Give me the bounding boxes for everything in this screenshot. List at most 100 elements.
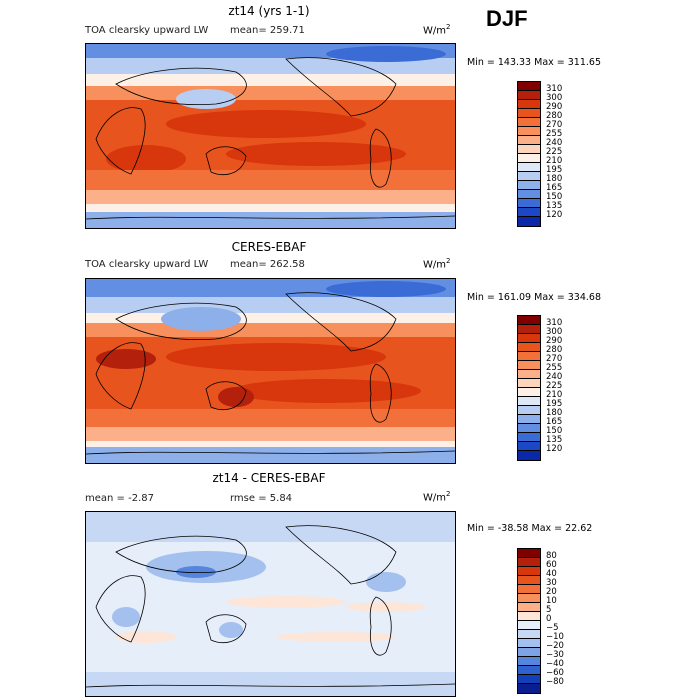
panel3-colorbar-tick-label: −40	[546, 659, 564, 669]
panel1-colorbar-swatch	[518, 91, 540, 100]
panel3-minmax: Min = -38.58 Max = 22.62	[467, 523, 593, 534]
season-label: DJF	[486, 6, 528, 31]
panel2-colorbar	[517, 315, 541, 461]
panel3-rmse: rmse = 5.84	[230, 493, 293, 504]
panel3-colorbar-swatch	[518, 612, 540, 621]
panel3-colorbar-swatch	[518, 666, 540, 675]
panel2-colorbar-swatch	[518, 379, 540, 388]
panel2-colorbar-tick-label: 135	[546, 435, 563, 445]
panel1-colorbar-swatch	[518, 136, 540, 145]
panel3-colorbar-tick-label: −20	[546, 641, 564, 651]
panel1-colorbar-swatch	[518, 208, 540, 217]
panel1-colorbar-swatch	[518, 109, 540, 118]
panel2-colorbar-swatch	[518, 352, 540, 361]
panel1-colorbar-swatch	[518, 163, 540, 172]
panel1-colorbar-tick-label: 195	[546, 165, 563, 175]
panel3-colorbar-swatch	[518, 684, 540, 693]
panel3-map	[85, 511, 456, 697]
panel2-colorbar-tick-label: 180	[546, 408, 563, 418]
panel1-map-svg	[86, 44, 455, 228]
panel2-colorbar-swatch	[518, 325, 540, 334]
panel3-mean: mean = -2.87	[85, 493, 154, 504]
panel2-colorbar-swatch	[518, 334, 540, 343]
panel2-subtitle: TOA clearsky upward LW	[85, 259, 209, 270]
panel2-colorbar-tick-label: 255	[546, 363, 563, 373]
panel1-colorbar-swatch	[518, 100, 540, 109]
panel2-colorbar-tick-label: 300	[546, 327, 563, 337]
panel2-map-svg	[86, 279, 455, 463]
panel3-colorbar-swatch	[518, 549, 540, 558]
panel2-colorbar-swatch	[518, 361, 540, 370]
panel1-colorbar-tick-label: 135	[546, 201, 563, 211]
panel2-title: CERES-EBAF	[231, 240, 307, 254]
panel3-colorbar-tick-label: 0	[546, 614, 552, 624]
panel3-units: W/m2	[423, 490, 451, 504]
panel3-colorbar-swatch	[518, 603, 540, 612]
panel1-colorbar-tick-label: 180	[546, 174, 563, 184]
panel1-colorbar-tick-label: 300	[546, 93, 563, 103]
panel2-units: W/m2	[423, 257, 451, 271]
panel1-colorbar-tick-label: 255	[546, 129, 563, 139]
panel2-colorbar-swatch	[518, 415, 540, 424]
panel3-colorbar-tick-label: −10	[546, 632, 564, 642]
panel3-colorbar	[517, 548, 541, 694]
panel2-map	[85, 278, 456, 464]
panel1-colorbar-swatch	[518, 118, 540, 127]
panel2-colorbar-swatch	[518, 388, 540, 397]
panel2-colorbar-swatch	[518, 343, 540, 352]
panel2-mean: mean= 262.58	[230, 259, 305, 270]
panel3-colorbar-tick-label: 30	[546, 578, 557, 588]
panel3-colorbar-swatch	[518, 675, 540, 684]
panel3-colorbar-tick-label: 80	[546, 551, 557, 561]
panel1-colorbar-tick-label: 210	[546, 156, 563, 166]
panel1-minmax: Min = 143.33 Max = 311.65	[467, 57, 601, 68]
panel3-colorbar-tick-label: 10	[546, 596, 557, 606]
panel3-colorbar-swatch	[518, 558, 540, 567]
panel3-title: zt14 - CERES-EBAF	[212, 471, 326, 485]
panel1-colorbar-swatch	[518, 190, 540, 199]
panel2-minmax: Min = 161.09 Max = 334.68	[467, 292, 601, 303]
panel2-colorbar-tick-label: 120	[546, 444, 563, 454]
panel3-colorbar-tick-label: 5	[546, 605, 552, 615]
panel3-colorbar-tick-label: 20	[546, 587, 557, 597]
panel2-colorbar-tick-label: 210	[546, 390, 563, 400]
panel3-colorbar-swatch	[518, 657, 540, 666]
panel3-colorbar-swatch	[518, 639, 540, 648]
panel1-colorbar-tick-label: 225	[546, 147, 563, 157]
panel1-colorbar-swatch	[518, 154, 540, 163]
panel1-colorbar-tick-label: 150	[546, 192, 563, 202]
panel3-colorbar-swatch	[518, 585, 540, 594]
panel2-colorbar-swatch	[518, 316, 540, 325]
panel1-mean: mean= 259.71	[230, 25, 305, 36]
panel2-colorbar-tick-label: 240	[546, 372, 563, 382]
panel3-colorbar-tick-label: −30	[546, 650, 564, 660]
panel1-colorbar-swatch	[518, 199, 540, 208]
panel2-colorbar-tick-label: 290	[546, 336, 563, 346]
panel3-colorbar-swatch	[518, 594, 540, 603]
panel2-colorbar-swatch	[518, 406, 540, 415]
panel2-colorbar-swatch	[518, 442, 540, 451]
panel1-units: W/m2	[423, 23, 451, 37]
panel3-colorbar-tick-label: −5	[546, 623, 559, 633]
panel1-colorbar-swatch	[518, 217, 540, 226]
panel1-map	[85, 43, 456, 229]
panel1-colorbar-tick-label: 310	[546, 84, 563, 94]
panel3-map-svg	[86, 512, 455, 696]
panel2-colorbar-tick-label: 165	[546, 417, 563, 427]
panel3-colorbar-tick-label: −80	[546, 677, 564, 687]
panel2-colorbar-tick-label: 150	[546, 426, 563, 436]
panel2-colorbar-tick-label: 280	[546, 345, 563, 355]
panel1-subtitle: TOA clearsky upward LW	[85, 25, 209, 36]
panel2-colorbar-tick-label: 270	[546, 354, 563, 364]
panel2-colorbar-tick-label: 310	[546, 318, 563, 328]
panel1-colorbar-tick-label: 165	[546, 183, 563, 193]
panel1-colorbar	[517, 81, 541, 227]
panel1-colorbar-swatch	[518, 127, 540, 136]
panel2-colorbar-swatch	[518, 433, 540, 442]
panel3-colorbar-tick-label: 40	[546, 569, 557, 579]
panel2-colorbar-tick-label: 225	[546, 381, 563, 391]
panel3-colorbar-swatch	[518, 576, 540, 585]
panel1-colorbar-tick-label: 270	[546, 120, 563, 130]
panel2-colorbar-swatch	[518, 370, 540, 379]
panel1-colorbar-tick-label: 280	[546, 111, 563, 121]
